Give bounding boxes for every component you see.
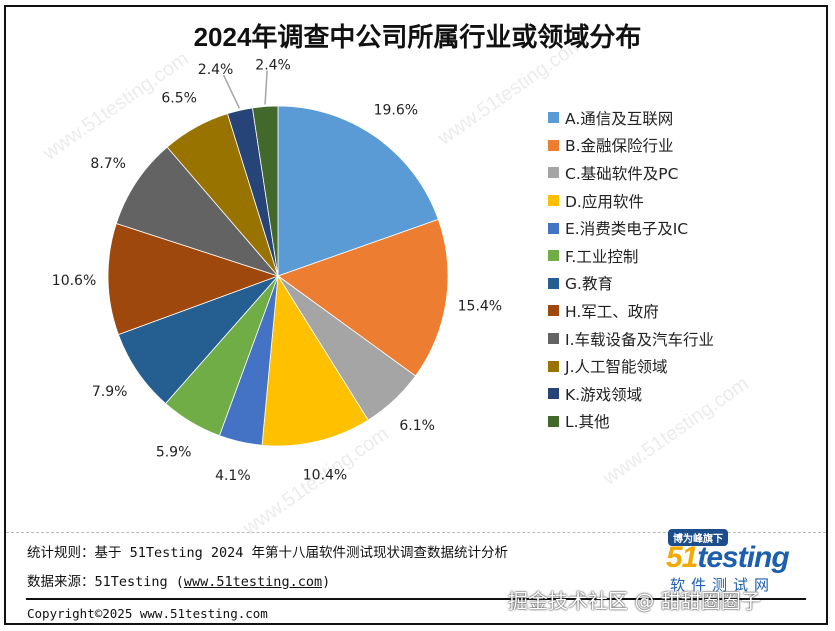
leader-line-k [222, 74, 241, 109]
data-label-a: 19.6% [374, 102, 418, 118]
legend-label: J.人工智能领域 [565, 358, 668, 377]
chart-title: 2024年调查中公司所属行业或领域分布 [193, 22, 642, 52]
logo-brand-number: 51 [666, 541, 698, 574]
data-label-f: 5.9% [156, 444, 192, 460]
data-label-b: 15.4% [458, 298, 502, 314]
legend-swatch [548, 305, 559, 317]
legend-swatch [548, 250, 559, 262]
legend-label: G.教育 [565, 275, 613, 294]
data-source-suffix: ) [322, 574, 331, 590]
divider-dashed [6, 532, 826, 533]
divider-solid [26, 598, 806, 600]
pie-slice-i [115, 146, 280, 277]
51testing-logo: 博为峰旗下 51testing 软件测试网 [666, 529, 816, 594]
data-label-j: 6.5% [161, 91, 197, 107]
legend-item-h: H.军工、政府 [548, 297, 714, 325]
legend-swatch [548, 388, 559, 400]
data-source-link[interactable]: www.51testing.com [183, 574, 323, 590]
legend-item-l: L.其他 [548, 408, 714, 436]
legend-label: E.消费类电子及IC [565, 220, 689, 239]
data-label-c: 6.1% [399, 418, 435, 434]
legend-swatch [548, 360, 559, 372]
copyright-text: Copyright©2025 www.51testing.com [27, 606, 268, 621]
legend-swatch [548, 139, 559, 151]
legend-item-a: A.通信及互联网 [548, 104, 714, 132]
legend-swatch [548, 415, 559, 427]
logo-brand: 51testing [666, 541, 790, 575]
pie-slice-d [261, 274, 369, 447]
pie-slice-l [252, 105, 279, 277]
logo-badge: 博为峰旗下 [668, 529, 728, 546]
legend-swatch [548, 333, 559, 345]
logo-subtitle: 软件测试网 [670, 576, 776, 594]
legend-swatch [548, 222, 559, 234]
data-source-prefix: 数据来源：51Testing ( [27, 574, 184, 590]
pie-slice-h [107, 222, 280, 336]
data-label-i: 8.7% [90, 156, 126, 172]
legend-label: D.应用软件 [565, 192, 644, 211]
overlay-credit: 掘金技术社区 @ 甜甜圈圈子 [508, 589, 761, 613]
legend-swatch [548, 167, 559, 179]
data-label-h: 10.6% [52, 273, 96, 289]
legend-item-j: J.人工智能领域 [548, 352, 714, 380]
legend-label: F.工业控制 [565, 247, 639, 266]
pie-slice-b [277, 218, 449, 377]
legend-label: B.金融保险行业 [565, 137, 674, 156]
statistics-rule-note: 统计规则：基于 51Testing 2024 年第十八届软件测试现状调查数据统计… [27, 545, 509, 561]
legend-label: I.车载设备及汽车行业 [565, 330, 714, 349]
legend-item-i: I.车载设备及汽车行业 [548, 325, 714, 353]
data-label-k: 2.4% [198, 62, 234, 78]
legend-label: A.通信及互联网 [565, 109, 674, 128]
legend-item-b: B.金融保险行业 [548, 132, 714, 160]
chart-legend: A.通信及互联网 B.金融保险行业 C.基础软件及PC D.应用软件 E.消费类电子及I… [548, 104, 714, 435]
legend-swatch [548, 195, 559, 207]
legend-label: L.其他 [565, 413, 610, 432]
data-label-g: 7.9% [92, 384, 128, 400]
leader-line-l [264, 70, 268, 105]
logo-brand-text: testing [697, 541, 789, 574]
legend-item-d: D.应用软件 [548, 187, 714, 215]
legend-item-k: K.游戏领域 [548, 380, 714, 408]
legend-item-g: G.教育 [548, 270, 714, 298]
data-label-l: 2.4% [255, 58, 291, 74]
legend-item-e: E.消费类电子及IC [548, 214, 714, 242]
legend-label: C.基础软件及PC [565, 164, 679, 183]
data-source-note: 数据来源：51Testing (www.51testing.com) [27, 570, 330, 590]
legend-swatch [548, 277, 559, 289]
data-label-e: 4.1% [215, 468, 251, 484]
legend-item-c: C.基础软件及PC [548, 159, 714, 187]
data-label-d: 10.4% [303, 468, 347, 484]
legend-swatch [548, 112, 559, 124]
legend-label: K.游戏领域 [565, 385, 643, 404]
legend-item-f: F.工业控制 [548, 242, 714, 270]
legend-label: H.军工、政府 [565, 302, 659, 321]
